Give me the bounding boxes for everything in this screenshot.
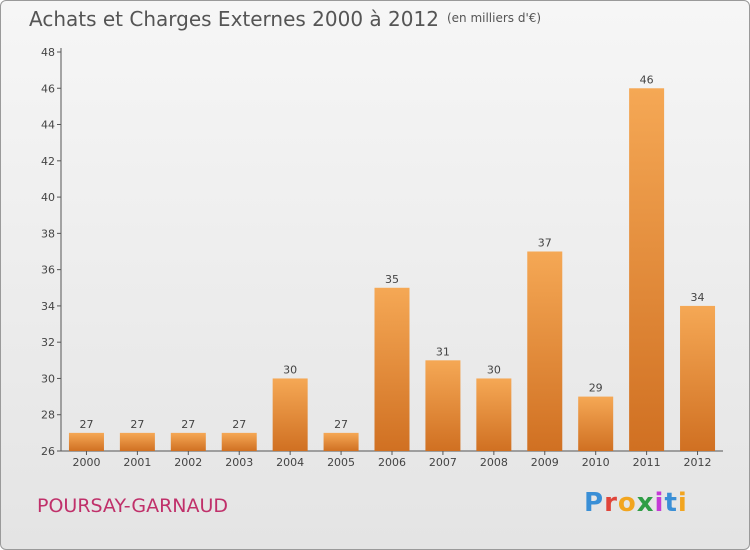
bar bbox=[323, 432, 359, 451]
bar bbox=[527, 251, 563, 451]
bar-value-label: 30 bbox=[487, 363, 501, 376]
y-tick-label: 32 bbox=[41, 336, 55, 349]
city-name: POURSAY-GARNAUD bbox=[37, 495, 229, 517]
bar-value-label: 35 bbox=[385, 273, 399, 286]
bar-value-label: 46 bbox=[640, 73, 654, 86]
x-tick-label: 2003 bbox=[225, 456, 253, 469]
bar-value-label: 30 bbox=[283, 363, 297, 376]
y-tick-label: 30 bbox=[41, 372, 55, 385]
bar-value-label: 29 bbox=[589, 382, 603, 395]
bar bbox=[680, 305, 716, 451]
bar bbox=[629, 88, 665, 451]
y-tick-label: 28 bbox=[41, 409, 55, 422]
y-tick-label: 44 bbox=[41, 119, 55, 132]
x-tick-label: 2009 bbox=[531, 456, 559, 469]
bar bbox=[68, 432, 104, 451]
bar-value-label: 34 bbox=[691, 291, 705, 304]
chart-title: Achats et Charges Externes 2000 à 2012 (e… bbox=[29, 7, 541, 31]
bar-value-label: 31 bbox=[436, 345, 450, 358]
y-tick-label: 36 bbox=[41, 264, 55, 277]
bar bbox=[578, 396, 614, 451]
y-tick-label: 46 bbox=[41, 82, 55, 95]
bar bbox=[476, 378, 512, 451]
x-tick-label: 2006 bbox=[378, 456, 406, 469]
y-tick-label: 48 bbox=[41, 46, 55, 59]
y-tick-label: 42 bbox=[41, 155, 55, 168]
bar bbox=[374, 287, 410, 451]
x-tick-label: 2004 bbox=[276, 456, 304, 469]
bar-value-label: 37 bbox=[538, 237, 552, 250]
x-tick-label: 2007 bbox=[429, 456, 457, 469]
bar-value-label: 27 bbox=[181, 418, 195, 431]
x-tick-label: 2002 bbox=[174, 456, 202, 469]
x-tick-label: 2012 bbox=[684, 456, 712, 469]
bar bbox=[272, 378, 308, 451]
bar-value-label: 27 bbox=[79, 418, 93, 431]
bar-value-label: 27 bbox=[130, 418, 144, 431]
bar-value-label: 27 bbox=[334, 418, 348, 431]
x-tick-label: 2010 bbox=[582, 456, 610, 469]
y-tick-label: 34 bbox=[41, 300, 55, 313]
x-tick-label: 2001 bbox=[123, 456, 151, 469]
bar-value-label: 27 bbox=[232, 418, 246, 431]
x-tick-label: 2011 bbox=[633, 456, 661, 469]
y-tick-label: 40 bbox=[41, 191, 55, 204]
chart-title-text: Achats et Charges Externes 2000 à 2012 bbox=[29, 7, 439, 31]
bar bbox=[119, 432, 155, 451]
bar bbox=[170, 432, 206, 451]
y-tick-label: 38 bbox=[41, 227, 55, 240]
y-tick-label: 26 bbox=[41, 445, 55, 458]
x-tick-label: 2000 bbox=[72, 456, 100, 469]
proxiti-logo: Proxiti bbox=[584, 488, 688, 518]
bar bbox=[221, 432, 257, 451]
bar bbox=[425, 360, 461, 451]
chart-unit: (en milliers d'€) bbox=[446, 11, 542, 25]
x-tick-label: 2005 bbox=[327, 456, 355, 469]
x-tick-label: 2008 bbox=[480, 456, 508, 469]
